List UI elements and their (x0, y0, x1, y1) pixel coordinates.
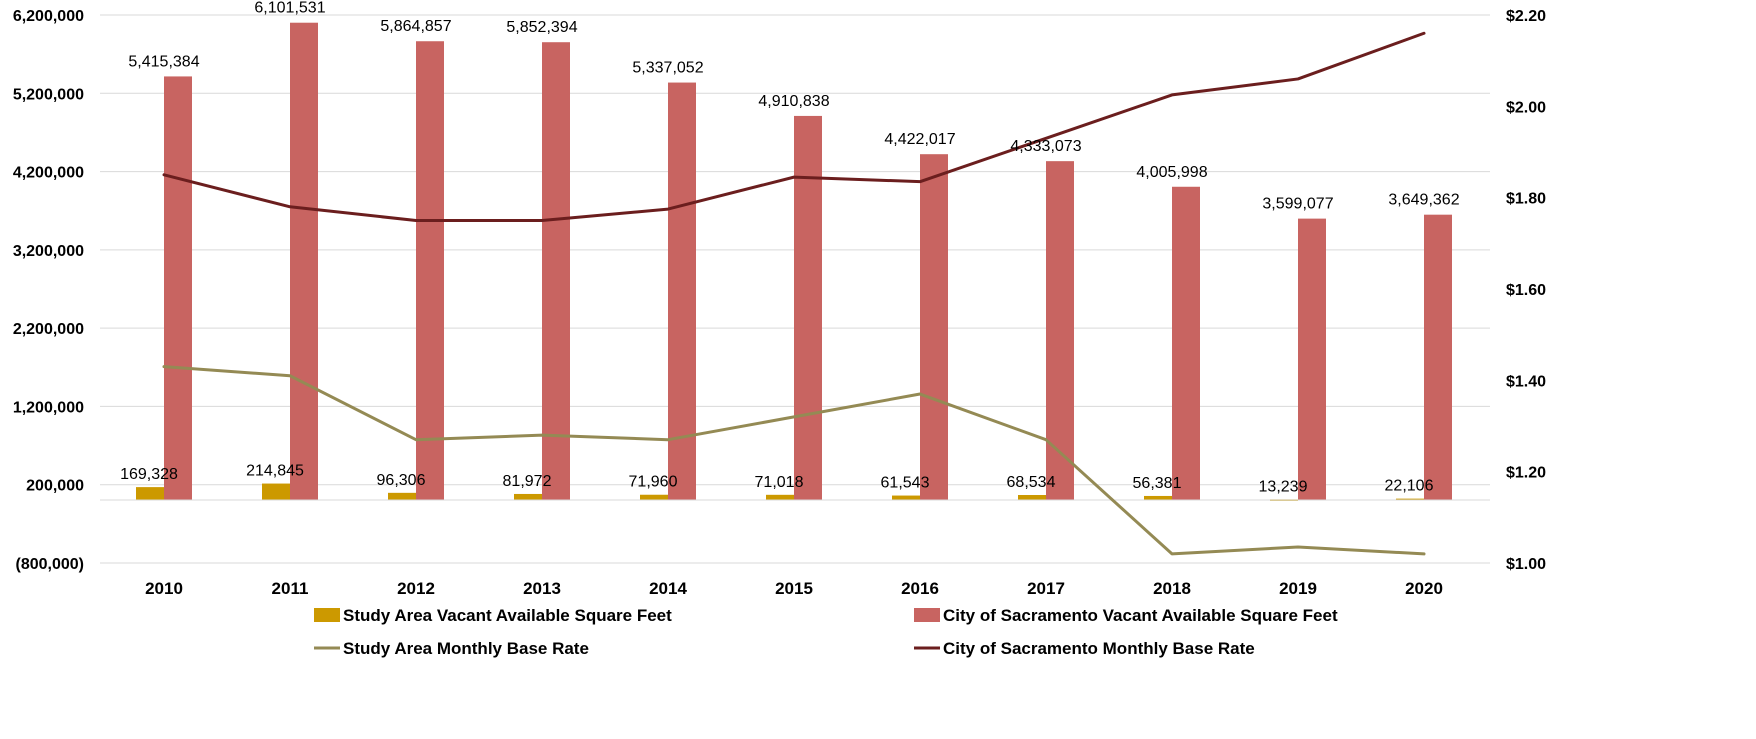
bar-study-area-vacant-available-square-feet-2017 (1018, 495, 1046, 500)
bar-city-of-sacramento-vacant-available-square-feet-2010 (164, 76, 192, 500)
x-axis-ticks: 2010 2011 2012 2013 2014 2015 2016 2017 2018 2019… (145, 579, 1443, 598)
legend-label-city-of-sacramento-monthly-base-rate: City of Sacramento Monthly Base Rate (943, 639, 1255, 658)
right-axis-ticks: $2.20 $2.00 $1.80 $1.60 $1.40 $1.20 $1.00 (1506, 8, 1546, 573)
data-label-study-area-vacant-available-square-feet-2019: 13,239 (1259, 478, 1308, 495)
bar-city-of-sacramento-vacant-available-square-feet-2012 (416, 41, 444, 500)
right-axis-tick-label: $1.20 (1506, 465, 1546, 482)
x-axis-tick-label: 2015 (775, 579, 813, 598)
x-axis-tick-label: 2010 (145, 579, 183, 598)
data-label-city-of-sacramento-vacant-available-square-feet-2013: 5,852,394 (506, 19, 577, 36)
bar-study-area-vacant-available-square-feet-2011 (262, 483, 290, 500)
right-axis-tick-label: $1.60 (1506, 282, 1546, 299)
bar-study-area-vacant-available-square-feet-2014 (640, 494, 668, 500)
bar-study-area-vacant-available-square-feet-2013 (514, 493, 542, 500)
data-label-city-of-sacramento-vacant-available-square-feet-2020: 3,649,362 (1388, 192, 1459, 209)
x-axis-tick-label: 2011 (272, 579, 309, 598)
bar-study-area-vacant-available-square-feet-2012 (388, 492, 416, 500)
data-label-study-area-vacant-available-square-feet-2020: 22,106 (1385, 478, 1434, 495)
bar-study-area-vacant-available-square-feet-2015 (766, 494, 794, 500)
bar-study-area-vacant-available-square-feet-2016 (892, 495, 920, 500)
data-label-city-of-sacramento-vacant-available-square-feet-2015: 4,910,838 (758, 93, 829, 110)
bar-city-of-sacramento-vacant-available-square-feet-2017 (1046, 161, 1074, 500)
left-axis-ticks: 6,200,000 5,200,000 4,200,000 3,200,000 2,20… (13, 8, 84, 573)
left-axis-tick-label: 200,000 (26, 478, 84, 495)
data-label-study-area-vacant-available-square-feet-2015: 71,018 (755, 474, 804, 491)
data-label-city-of-sacramento-vacant-available-square-feet-2012: 5,864,857 (380, 18, 451, 35)
bar-city-of-sacramento-vacant-available-square-feet-2019 (1298, 218, 1326, 500)
bar-city-of-sacramento-vacant-available-square-feet-2020 (1424, 214, 1452, 500)
data-label-study-area-vacant-available-square-feet-2017: 68,534 (1007, 474, 1056, 491)
legend-swatch-study-area-vacant-available-square-feet (314, 608, 340, 622)
bar-city-of-sacramento-vacant-available-square-feet-2016 (920, 154, 948, 500)
x-axis-tick-label: 2020 (1405, 579, 1443, 598)
right-axis-tick-label: $1.80 (1506, 191, 1546, 208)
x-axis-tick-label: 2017 (1027, 579, 1065, 598)
bar-study-area-vacant-available-square-feet-2010 (136, 487, 164, 500)
data-label-study-area-vacant-available-square-feet-2013: 81,972 (503, 473, 552, 490)
bar-study-area-vacant-available-square-feet-2020 (1396, 498, 1424, 501)
data-label-study-area-vacant-available-square-feet-2010: 169,328 (120, 466, 178, 483)
legend-label-study-area-monthly-base-rate: Study Area Monthly Base Rate (343, 639, 589, 658)
x-axis-tick-label: 2012 (397, 579, 435, 598)
left-axis-tick-label: 3,200,000 (13, 243, 84, 260)
line-series (162, 31, 1426, 556)
line-study-area-monthly-base-rate (162, 365, 1426, 556)
legend: Study Area Vacant Available Square Feet C… (314, 606, 1338, 658)
bar-city-of-sacramento-vacant-available-square-feet-2011 (290, 22, 318, 501)
right-axis-tick-label: $1.00 (1506, 556, 1546, 573)
data-label-city-of-sacramento-vacant-available-square-feet-2014: 5,337,052 (632, 60, 703, 77)
legend-swatch-city-of-sacramento-vacant-available-square-feet (914, 608, 940, 622)
x-axis-tick-label: 2018 (1153, 579, 1191, 598)
x-axis-tick-label: 2016 (901, 579, 939, 598)
data-label-study-area-vacant-available-square-feet-2014: 71,960 (629, 474, 678, 491)
left-axis-tick-label: 4,200,000 (13, 165, 84, 182)
bar-city-of-sacramento-vacant-available-square-feet-2015 (794, 115, 822, 500)
left-axis-tick-label: (800,000) (16, 556, 85, 573)
bar-study-area-vacant-available-square-feet-2018 (1144, 495, 1172, 500)
data-labels: 169,328 214,845 96,306 81,972 71,960 71,018 61… (120, 0, 1460, 495)
right-axis-tick-label: $1.40 (1506, 373, 1546, 390)
data-label-study-area-vacant-available-square-feet-2011: 214,845 (246, 463, 304, 480)
bar-city-of-sacramento-vacant-available-square-feet-2014 (668, 82, 696, 500)
x-axis-tick-label: 2019 (1279, 579, 1317, 598)
data-label-city-of-sacramento-vacant-available-square-feet-2017: 4,333,073 (1010, 138, 1081, 155)
right-axis-tick-label: $2.00 (1506, 99, 1546, 116)
data-label-city-of-sacramento-vacant-available-square-feet-2019: 3,599,077 (1262, 196, 1333, 213)
bar-city-of-sacramento-vacant-available-square-feet-2013 (542, 42, 570, 500)
left-axis-tick-label: 1,200,000 (13, 399, 84, 416)
left-axis-tick-label: 2,200,000 (13, 321, 84, 338)
data-label-city-of-sacramento-vacant-available-square-feet-2010: 5,415,384 (128, 53, 199, 70)
x-axis-tick-label: 2014 (649, 579, 687, 598)
bar-city-of-sacramento-vacant-available-square-feet-2018 (1172, 186, 1200, 500)
legend-label-study-area-vacant-available-square-feet: Study Area Vacant Available Square Feet (343, 606, 672, 625)
right-axis-tick-label: $2.20 (1506, 8, 1546, 25)
data-label-study-area-vacant-available-square-feet-2016: 61,543 (881, 475, 930, 492)
data-label-city-of-sacramento-vacant-available-square-feet-2016: 4,422,017 (884, 131, 955, 148)
data-label-study-area-vacant-available-square-feet-2018: 56,381 (1133, 475, 1182, 492)
x-axis-tick-label: 2013 (523, 579, 561, 598)
legend-label-city-of-sacramento-vacant-available-square-feet: City of Sacramento Vacant Available Squa… (943, 606, 1338, 625)
left-axis-tick-label: 5,200,000 (13, 86, 84, 103)
data-label-study-area-vacant-available-square-feet-2012: 96,306 (377, 472, 426, 489)
data-label-city-of-sacramento-vacant-available-square-feet-2011: 6,101,531 (254, 0, 325, 17)
bar-series (136, 22, 1452, 501)
line-city-of-sacramento-monthly-base-rate (162, 31, 1426, 222)
left-axis-tick-label: 6,200,000 (13, 8, 84, 25)
data-label-city-of-sacramento-vacant-available-square-feet-2018: 4,005,998 (1136, 164, 1207, 181)
